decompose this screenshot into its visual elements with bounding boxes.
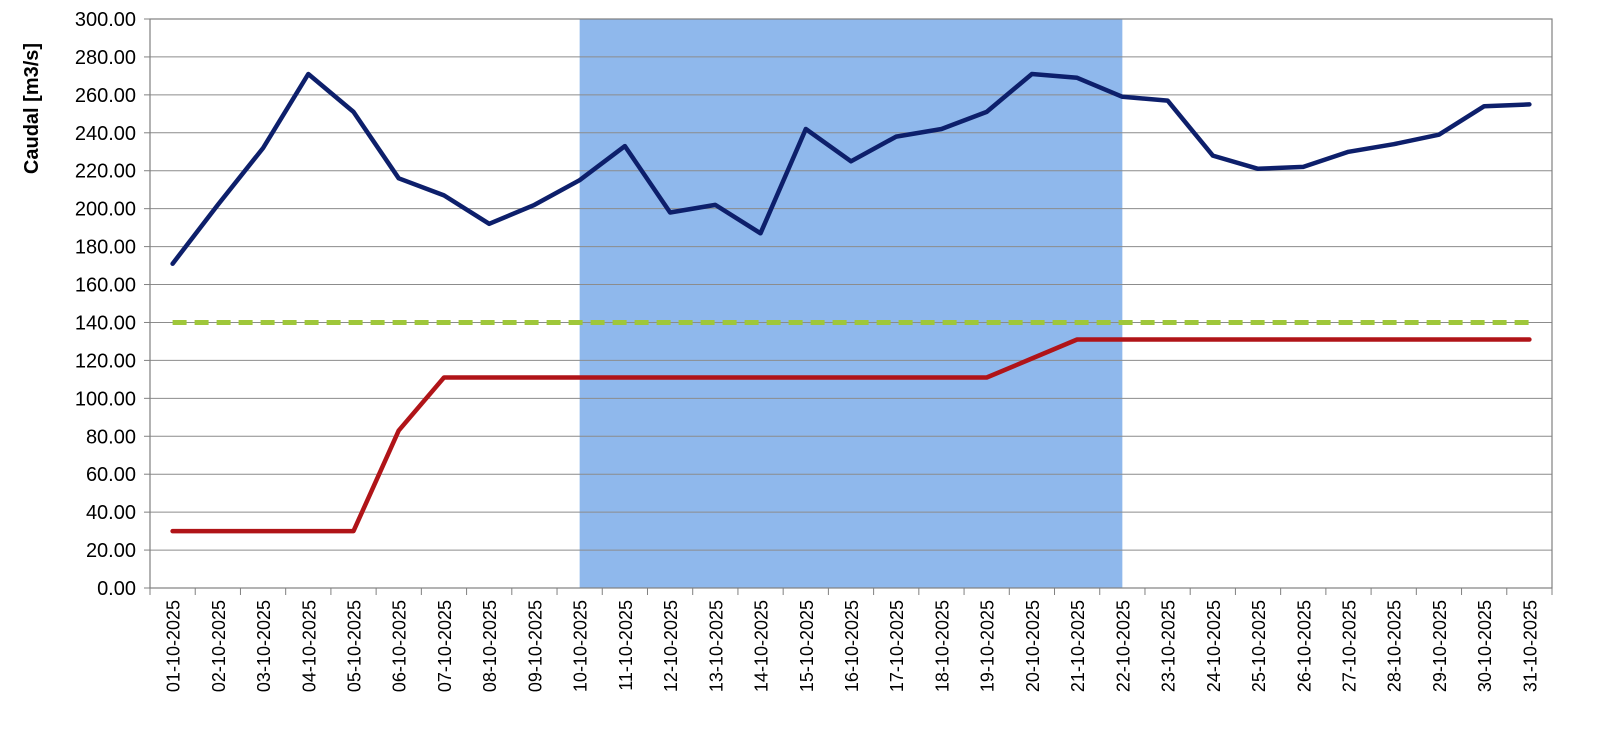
x-tick-label: 02-10-2025 [209, 600, 229, 692]
x-tick-label: 04-10-2025 [299, 600, 319, 692]
series-line [170, 337, 1532, 534]
y-tick-label: 300.00 [75, 9, 136, 31]
x-tick-label: 08-10-2025 [480, 600, 500, 692]
y-tick-label: 40.00 [86, 502, 136, 524]
x-tick-label: 14-10-2025 [752, 600, 772, 692]
x-tick-label: 21-10-2025 [1068, 600, 1088, 692]
plot-border [149, 18, 1553, 589]
x-tick-label: 15-10-2025 [797, 600, 817, 692]
x-tick-label: 24-10-2025 [1204, 600, 1224, 692]
x-tick-label: 26-10-2025 [1294, 600, 1314, 692]
y-axis-title: Caudal [m3/s] [21, 43, 43, 174]
y-tick-label: 240.00 [75, 123, 136, 145]
x-tick-label: 10-10-2025 [571, 600, 591, 692]
y-tick-label: 60.00 [86, 464, 136, 486]
x-tick-label: 16-10-2025 [842, 600, 862, 692]
x-tick-label: 12-10-2025 [661, 600, 681, 692]
x-tick-label: 18-10-2025 [932, 600, 952, 692]
x-tick-label: 06-10-2025 [390, 600, 410, 692]
x-tick-label: 25-10-2025 [1249, 600, 1269, 692]
x-tick-label: 30-10-2025 [1475, 600, 1495, 692]
x-tick-label: 13-10-2025 [706, 600, 726, 692]
y-tick-label: 0.00 [97, 578, 136, 600]
y-tick-label: 260.00 [75, 85, 136, 107]
x-tick-label: 22-10-2025 [1113, 600, 1133, 692]
x-tick-label: 09-10-2025 [525, 600, 545, 692]
y-tick-label: 220.00 [75, 161, 136, 183]
x-tick-label: 07-10-2025 [435, 600, 455, 692]
x-tick-label: 17-10-2025 [887, 600, 907, 692]
x-tick-label: 01-10-2025 [164, 600, 184, 692]
x-tick-label: 11-10-2025 [616, 600, 636, 691]
x-tick-label: 19-10-2025 [978, 600, 998, 692]
y-tick-label: 120.00 [75, 350, 136, 372]
y-tick-label: 180.00 [75, 237, 136, 259]
x-tick-label: 29-10-2025 [1430, 600, 1450, 692]
x-tick-label: 20-10-2025 [1023, 600, 1043, 692]
x-tick-label: 27-10-2025 [1339, 600, 1359, 692]
x-tick-label: 28-10-2025 [1385, 600, 1405, 692]
x-tick-label: 05-10-2025 [345, 600, 365, 692]
y-tick-label: 100.00 [75, 388, 136, 410]
y-tick-label: 160.00 [75, 275, 136, 297]
y-tick-label: 200.00 [75, 199, 136, 221]
y-tick-label: 140.00 [75, 312, 136, 334]
y-tick-label: 280.00 [75, 47, 136, 69]
x-tick-label: 03-10-2025 [254, 600, 274, 692]
x-tick-label: 23-10-2025 [1159, 600, 1179, 692]
series-line [170, 71, 1532, 266]
y-tick-label: 20.00 [86, 540, 136, 562]
x-tick-label: 31-10-2025 [1520, 600, 1540, 692]
highlight-band [579, 19, 1123, 588]
y-tick-label: 80.00 [86, 426, 136, 448]
